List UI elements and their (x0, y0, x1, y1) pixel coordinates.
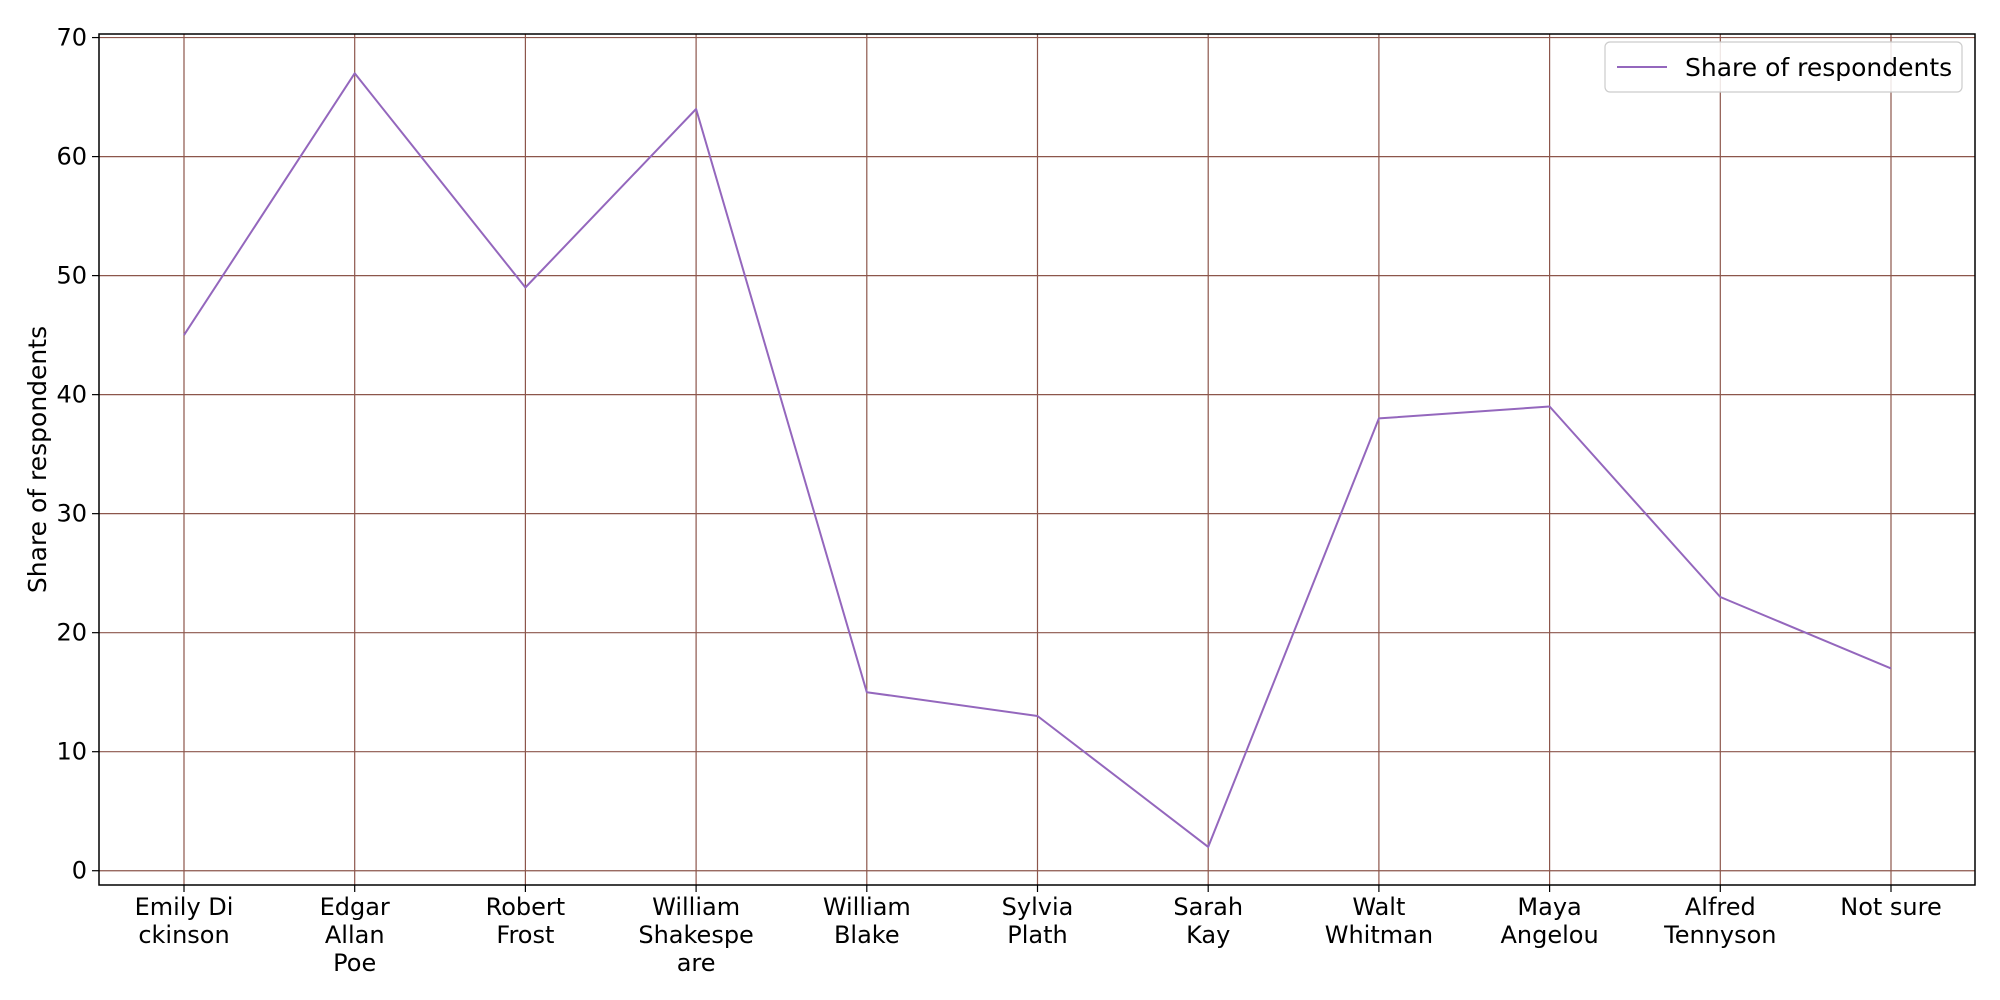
series-layer (183, 72, 1892, 848)
x-tick-label: William Shakespe are (638, 893, 753, 977)
x-tick-label-line: Sarah (1173, 893, 1243, 921)
x-tick-labels: Emily Di ckinson Edgar Allan Poe Robert Frost W… (135, 893, 1942, 977)
x-tick-label-line: William (823, 893, 911, 921)
x-tick-label-line: ckinson (138, 921, 229, 949)
x-tick-label-line: Angelou (1500, 921, 1598, 949)
grid-lines (99, 34, 1975, 885)
x-tick-label-line: Allan (325, 921, 385, 949)
x-tick-label-line: Tennyson (1663, 921, 1776, 949)
x-tick-label-line: Plath (1007, 921, 1067, 949)
x-tick-label: Edgar Allan Poe (320, 893, 390, 977)
x-tick-label: William Blake (823, 893, 911, 949)
y-tick-label: 60 (56, 143, 87, 171)
y-tick-label: 50 (56, 262, 87, 290)
y-tick-label: 70 (56, 24, 87, 52)
x-tick-label: Not sure (1840, 893, 1942, 921)
x-tick-label: Emily Di ckinson (135, 893, 234, 949)
x-tick-label: Walt Whitman (1325, 893, 1433, 949)
x-tick-label-line: Walt (1352, 893, 1405, 921)
y-tick-label: 0 (72, 857, 87, 885)
plot-frame (98, 33, 1976, 886)
x-tick-label-line: Kay (1186, 921, 1230, 949)
x-tick-label-line: Shakespe (638, 921, 753, 949)
x-tick-label-line: Maya (1517, 893, 1581, 921)
x-tick-label-line: Robert (486, 893, 566, 921)
x-tick-label-line: Poe (333, 949, 376, 977)
y-axis-label: Share of respondents (23, 326, 52, 593)
x-tick-label-line: Whitman (1325, 921, 1433, 949)
x-tick-label-line: William (652, 893, 740, 921)
x-tick-label-line: Alfred (1685, 893, 1756, 921)
x-tick-label-line: Not sure (1840, 893, 1942, 921)
x-tick-label-line: Sylvia (1002, 893, 1074, 921)
x-tick-label: Sarah Kay (1173, 893, 1243, 949)
axes (92, 33, 1976, 892)
x-tick-label: Alfred Tennyson (1663, 893, 1776, 949)
x-tick-label-line: Frost (496, 921, 554, 949)
x-tick-label: Robert Frost (486, 893, 566, 949)
legend-entry-label: Share of respondents (1685, 53, 1952, 82)
y-tick-label: 10 (56, 738, 87, 766)
x-tick-label-line: are (677, 949, 716, 977)
x-tick-label-line: Emily Di (135, 893, 234, 921)
legend-box (1604, 41, 1963, 93)
x-tick-label: Sylvia Plath (1002, 893, 1074, 949)
y-tick-label: 40 (56, 381, 87, 409)
legend: Share of respondents (1604, 41, 1963, 93)
y-tick-label: 20 (56, 619, 87, 647)
y-tick-label: 30 (56, 500, 87, 528)
x-tick-label-line: Edgar (320, 893, 390, 921)
x-tick-label: Maya Angelou (1500, 893, 1598, 949)
x-tick-label-line: Blake (834, 921, 900, 949)
y-tick-labels: 0 10 20 30 40 50 60 70 (56, 24, 87, 885)
